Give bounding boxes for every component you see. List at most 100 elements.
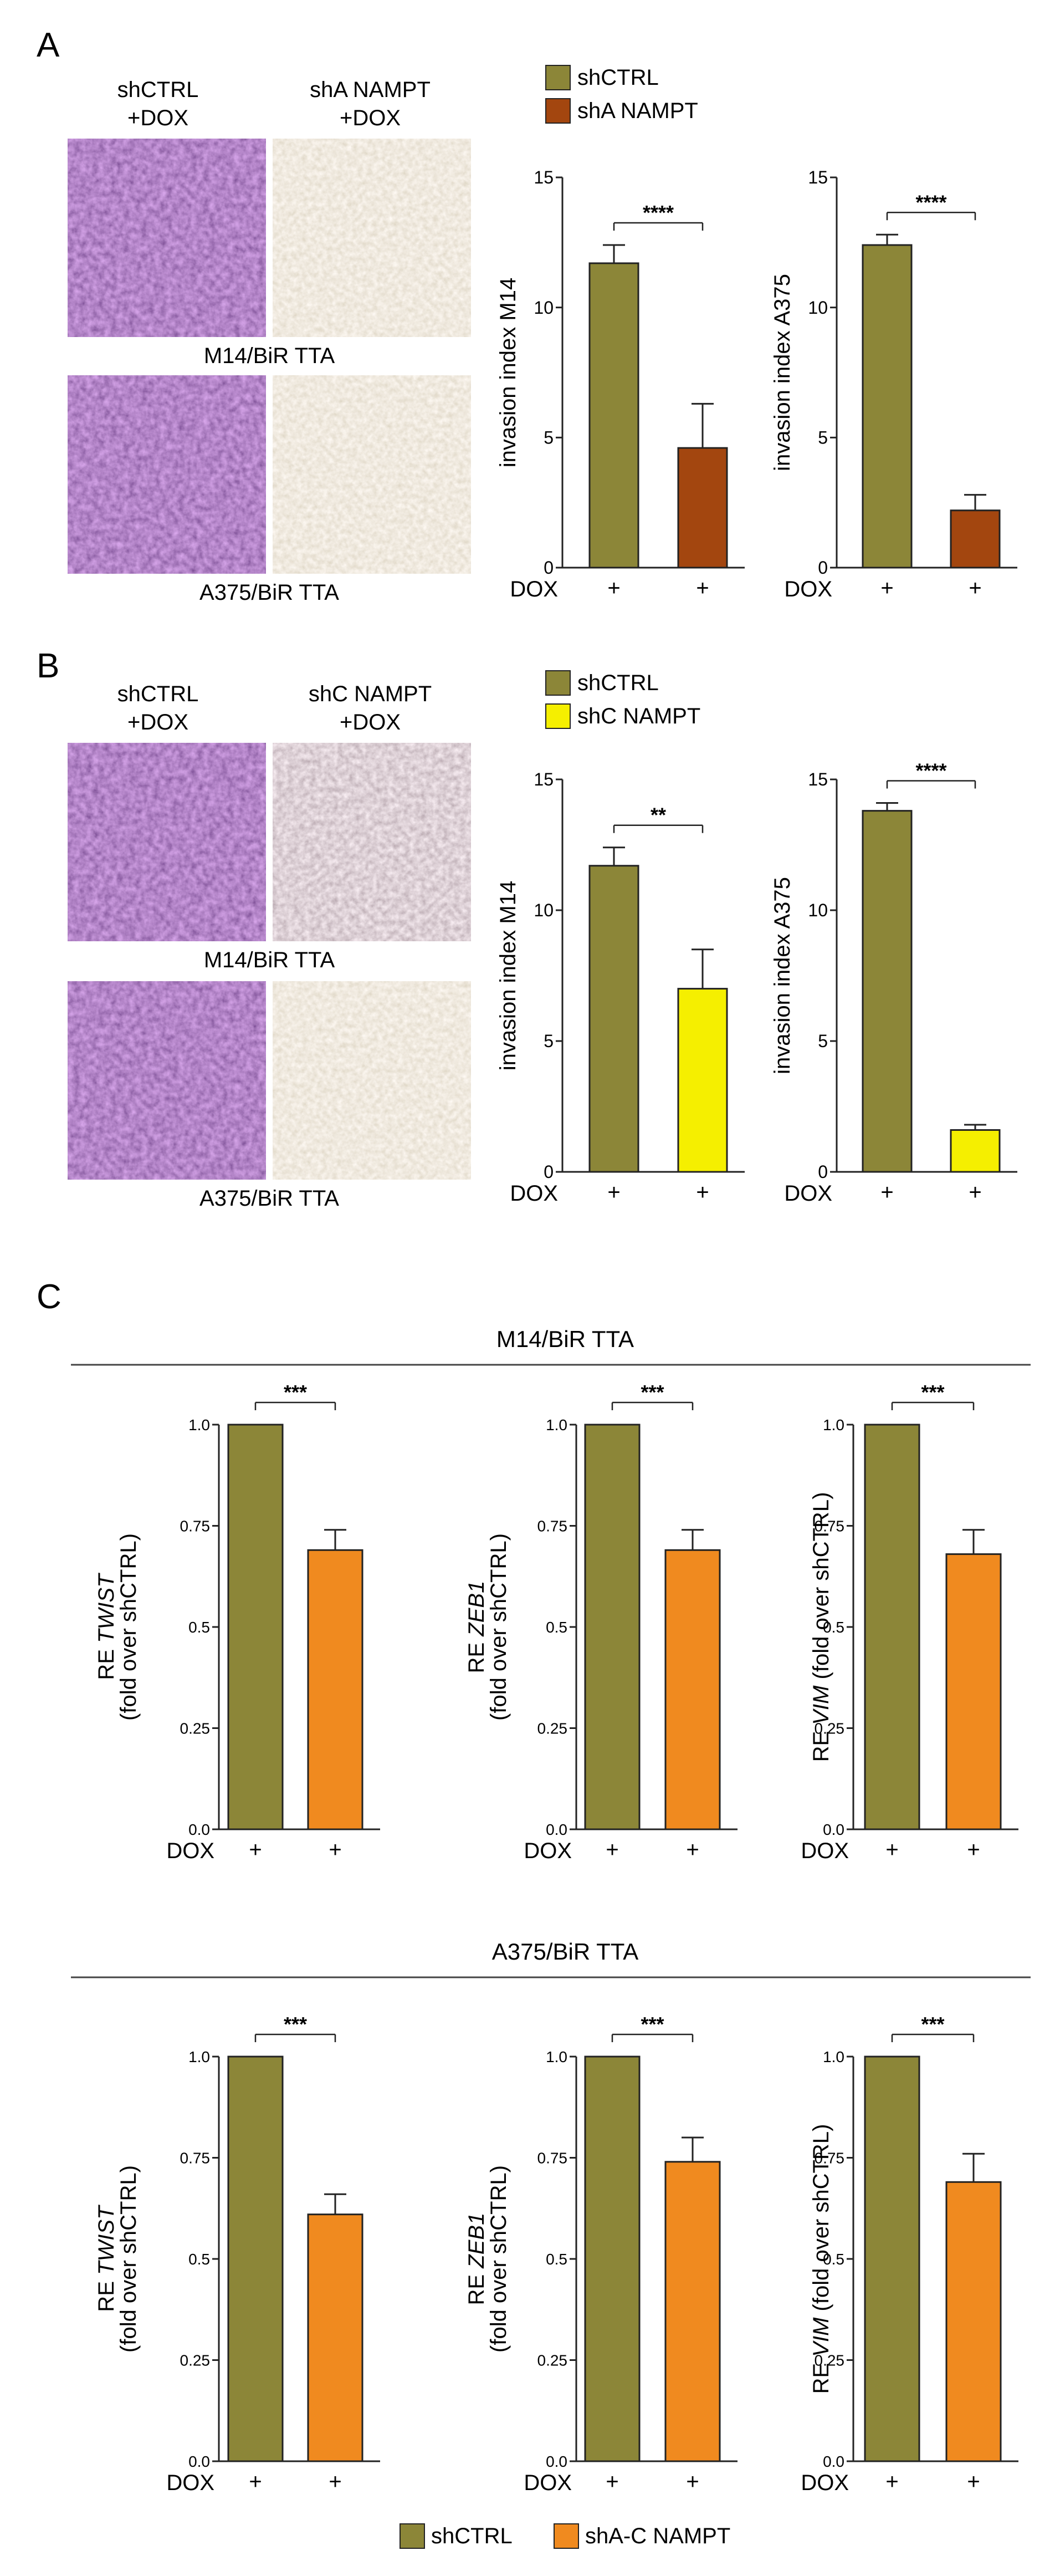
y-tick-label: 0.75 [537, 2149, 568, 2166]
x-axis-label: DOX [784, 577, 832, 601]
legend-c-label-shac: shA-C NAMPT [585, 2524, 730, 2548]
y-axis-label: invasion index M14 [496, 881, 520, 1070]
y-tick-label: 0.75 [180, 1517, 211, 1534]
y-tick-label: 0.5 [546, 1619, 567, 1636]
significance-label: ** [651, 804, 666, 827]
y-tick-label: 0.0 [823, 1821, 844, 1838]
x-category-label: + [249, 1838, 262, 1862]
y-tick-label: 0.0 [823, 2453, 844, 2470]
y-tick-label: 10 [534, 298, 554, 318]
legend-c-swatch-shac [554, 2523, 579, 2549]
y-tick-label: 0.75 [815, 2149, 845, 2166]
x-category-label: + [967, 2470, 980, 2494]
y-axis-label-line2: (fold over shCTRL) [486, 1533, 511, 1721]
x-category-label: + [696, 576, 709, 600]
legend-b: shCTRL shC NAMPT [545, 670, 700, 729]
y-tick-label: 0.25 [180, 2351, 211, 2369]
significance-label: **** [915, 191, 946, 213]
y-tick-label: 5 [544, 1031, 554, 1051]
y-tick-label: 15 [534, 769, 554, 789]
significance-label: *** [921, 1381, 944, 1404]
y-tick-label: 10 [808, 900, 828, 920]
bar-shctrl [227, 2055, 284, 2462]
bar-knockdown [307, 2213, 363, 2462]
bar-knockdown [950, 1129, 1001, 1173]
y-axis-label: RE TWIST [94, 1573, 119, 1680]
y-tick-label: 10 [534, 900, 554, 920]
y-tick-label: 0.5 [188, 2251, 210, 2268]
y-axis-label-prefix: RE [94, 1643, 119, 1680]
bar-shctrl [864, 1424, 920, 1830]
significance-label: *** [641, 1381, 664, 1404]
y-tick-label: 0.25 [180, 1720, 211, 1737]
micrograph-a-m14-sha [273, 139, 471, 337]
y-axis-label: RE VIM (fold over shCTRL) [809, 1492, 833, 1762]
bar-knockdown [945, 2181, 1002, 2462]
panel-a-row2-label: A375/BiR TTA [199, 580, 339, 605]
legend-a-label-sha: shA NAMPT [577, 99, 698, 123]
y-tick-label: 0.75 [180, 2149, 211, 2166]
chart-b-a375: 0 5 10 15 + + DOX **** invasion index A375 [770, 759, 1017, 1206]
bar-knockdown [307, 1549, 363, 1830]
y-axis-label: RE VIM (fold over shCTRL) [809, 2124, 833, 2394]
y-axis-label: RE ZEB1 [464, 2213, 489, 2305]
y-tick-label: 0.25 [537, 2351, 568, 2369]
significance-label: *** [284, 2013, 307, 2036]
y-axis-label-gene: VIM [809, 1685, 833, 1725]
panel-a-col2-label-line2: +DOX [340, 106, 401, 130]
y-tick-label: 0 [544, 1162, 554, 1182]
micrograph-a-a375-sha [273, 375, 471, 574]
x-category-label: + [969, 576, 981, 600]
x-axis-label: DOX [510, 1181, 558, 1206]
y-tick-label: 5 [818, 428, 828, 448]
panel-c-group1-title: M14/BiR TTA [496, 1326, 634, 1352]
x-category-label: + [249, 2470, 262, 2494]
y-tick-label: 0 [544, 558, 554, 578]
x-category-label: + [696, 1180, 709, 1205]
y-axis-label: invasion index M14 [496, 278, 520, 467]
chart-c-a375-vim: 0.0 0.25 0.5 0.75 1.0 + + DOX *** RE VIM (fold ov… [801, 2013, 1018, 2495]
panel-b-letter: B [37, 647, 59, 685]
y-tick-label: 0.0 [546, 2453, 567, 2470]
panel-c-group2-title: A375/BiR TTA [492, 1939, 639, 1965]
micrograph-b-m14-shctrl [68, 743, 266, 941]
y-tick-label: 0.5 [823, 2251, 844, 2268]
bar-shctrl [584, 2055, 641, 2462]
x-axis-label: DOX [524, 1839, 572, 1863]
panel-b-col1-label-line1: shCTRL [117, 682, 199, 706]
panel-c-letter: C [37, 1278, 62, 1316]
y-axis-label-line2: (fold over shCTRL) [486, 2165, 511, 2353]
y-axis-label-line2: (fold over shCTRL) [116, 2165, 141, 2353]
y-tick-label: 0.5 [188, 1619, 210, 1636]
y-tick-label: 0.25 [815, 1720, 845, 1737]
y-axis-label: invasion index A375 [770, 274, 795, 471]
panel-b-col2-label-line2: +DOX [340, 710, 401, 734]
x-category-label: + [329, 2470, 341, 2494]
legend-b-label-shctrl: shCTRL [577, 671, 659, 695]
chart-c-m14-zeb1: 0.0 0.25 0.5 0.75 1.0 + + DOX *** RE ZEB1(fold ov… [464, 1381, 738, 1863]
y-axis-label: RE ZEB1 [464, 1581, 489, 1674]
legend-a-label-shctrl: shCTRL [577, 65, 659, 90]
y-axis-label-gene: TWIST [94, 2205, 119, 2275]
y-tick-label: 0.25 [537, 1720, 568, 1737]
chart-c-a375-zeb1: 0.0 0.25 0.5 0.75 1.0 + + DOX *** RE ZEB1(fold ov… [464, 2013, 738, 2495]
panel-b-col1-label-line2: +DOX [127, 710, 188, 734]
y-tick-label: 1.0 [188, 1416, 210, 1434]
x-category-label: + [885, 2470, 898, 2494]
x-category-label: + [329, 1838, 341, 1862]
bar-knockdown [664, 1549, 721, 1830]
y-tick-label: 1.0 [188, 2048, 210, 2065]
y-axis-label-gene: VIM [809, 2317, 833, 2357]
y-axis-label: invasion index A375 [770, 877, 795, 1074]
bar-shctrl [588, 865, 639, 1173]
bar-knockdown [945, 1553, 1002, 1830]
y-axis-label-prefix: RE [809, 1725, 833, 1762]
bar-knockdown [677, 988, 728, 1173]
bar-knockdown [950, 509, 1001, 569]
y-tick-label: 1.0 [546, 2048, 567, 2065]
x-category-label: + [607, 1180, 620, 1205]
y-tick-label: 0.25 [815, 2351, 845, 2369]
significance-label: **** [643, 201, 674, 224]
x-axis-label: DOX [166, 2471, 214, 2495]
significance-label: *** [921, 2013, 944, 2036]
